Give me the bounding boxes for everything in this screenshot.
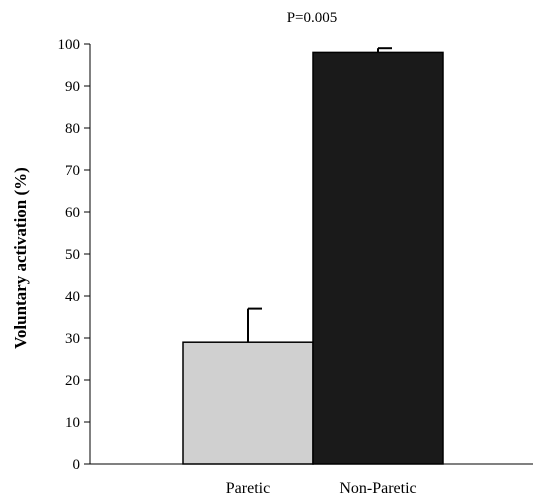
- y-axis-label: Voluntary activation (%): [11, 167, 30, 349]
- y-tick-label: 100: [58, 37, 81, 53]
- y-tick-label: 70: [65, 163, 80, 179]
- x-tick-labels: Paretic Non-Paretic: [226, 480, 417, 497]
- x-tick-label: Non-Paretic: [339, 480, 416, 497]
- bars: [182, 47, 444, 465]
- y-ticks: 0 10 20 30 40 50 60 70 80 90 100: [58, 37, 90, 473]
- y-tick-label: 60: [65, 205, 80, 221]
- bar-1: [182, 341, 314, 465]
- y-tick-label: 50: [65, 247, 80, 263]
- y-tick-label: 40: [65, 289, 80, 305]
- y-tick-label: 80: [65, 121, 80, 137]
- x-tick-label: Paretic: [226, 480, 270, 497]
- y-tick-label: 0: [73, 457, 81, 473]
- p-value-annotation: P=0.005: [287, 10, 338, 26]
- bar-2: [312, 51, 444, 465]
- y-tick-label: 30: [65, 331, 80, 347]
- y-tick-label: 10: [65, 415, 80, 431]
- y-tick-label: 90: [65, 79, 80, 95]
- y-tick-label: 20: [65, 373, 80, 389]
